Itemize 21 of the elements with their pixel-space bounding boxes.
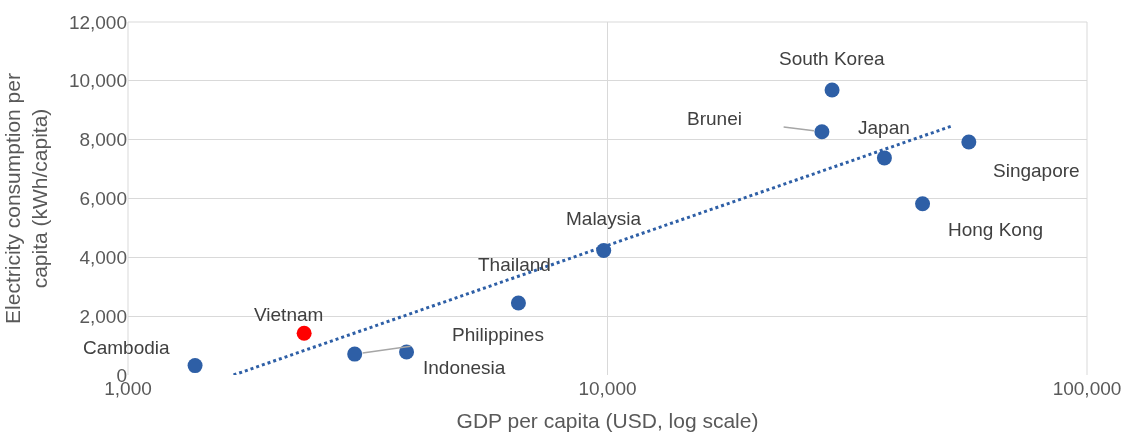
y-tick-label: 4,000 bbox=[79, 246, 127, 268]
annotation: Brunei bbox=[687, 108, 742, 129]
y-tick-label: 12,000 bbox=[68, 11, 127, 33]
y-tick-label: 6,000 bbox=[79, 188, 127, 210]
annotation: Philippines bbox=[452, 324, 544, 345]
y-tick-label: 8,000 bbox=[79, 129, 127, 151]
annotation: Singapore bbox=[993, 160, 1080, 181]
annotation: Indonesia bbox=[423, 357, 506, 378]
annotation: Japan bbox=[858, 117, 910, 138]
annotation: Malaysia bbox=[566, 208, 642, 229]
annotation: Vietnam bbox=[254, 304, 324, 325]
x-axis-title: GDP per capita (USD, log scale) bbox=[456, 409, 759, 433]
annotation: Thailand bbox=[478, 254, 551, 275]
annotation: Hong Kong bbox=[948, 219, 1044, 240]
y-tick-label: 10,000 bbox=[68, 70, 127, 92]
x-tick-label: 10,000 bbox=[578, 378, 637, 399]
annotation: Cambodia bbox=[83, 337, 171, 358]
annotation: South Korea bbox=[779, 48, 886, 69]
y-tick-label: 2,000 bbox=[79, 305, 127, 327]
x-tick-label: 100,000 bbox=[1052, 378, 1122, 399]
y-axis-title: Electricity consumption per capita (kWh/capita) bbox=[0, 73, 52, 324]
